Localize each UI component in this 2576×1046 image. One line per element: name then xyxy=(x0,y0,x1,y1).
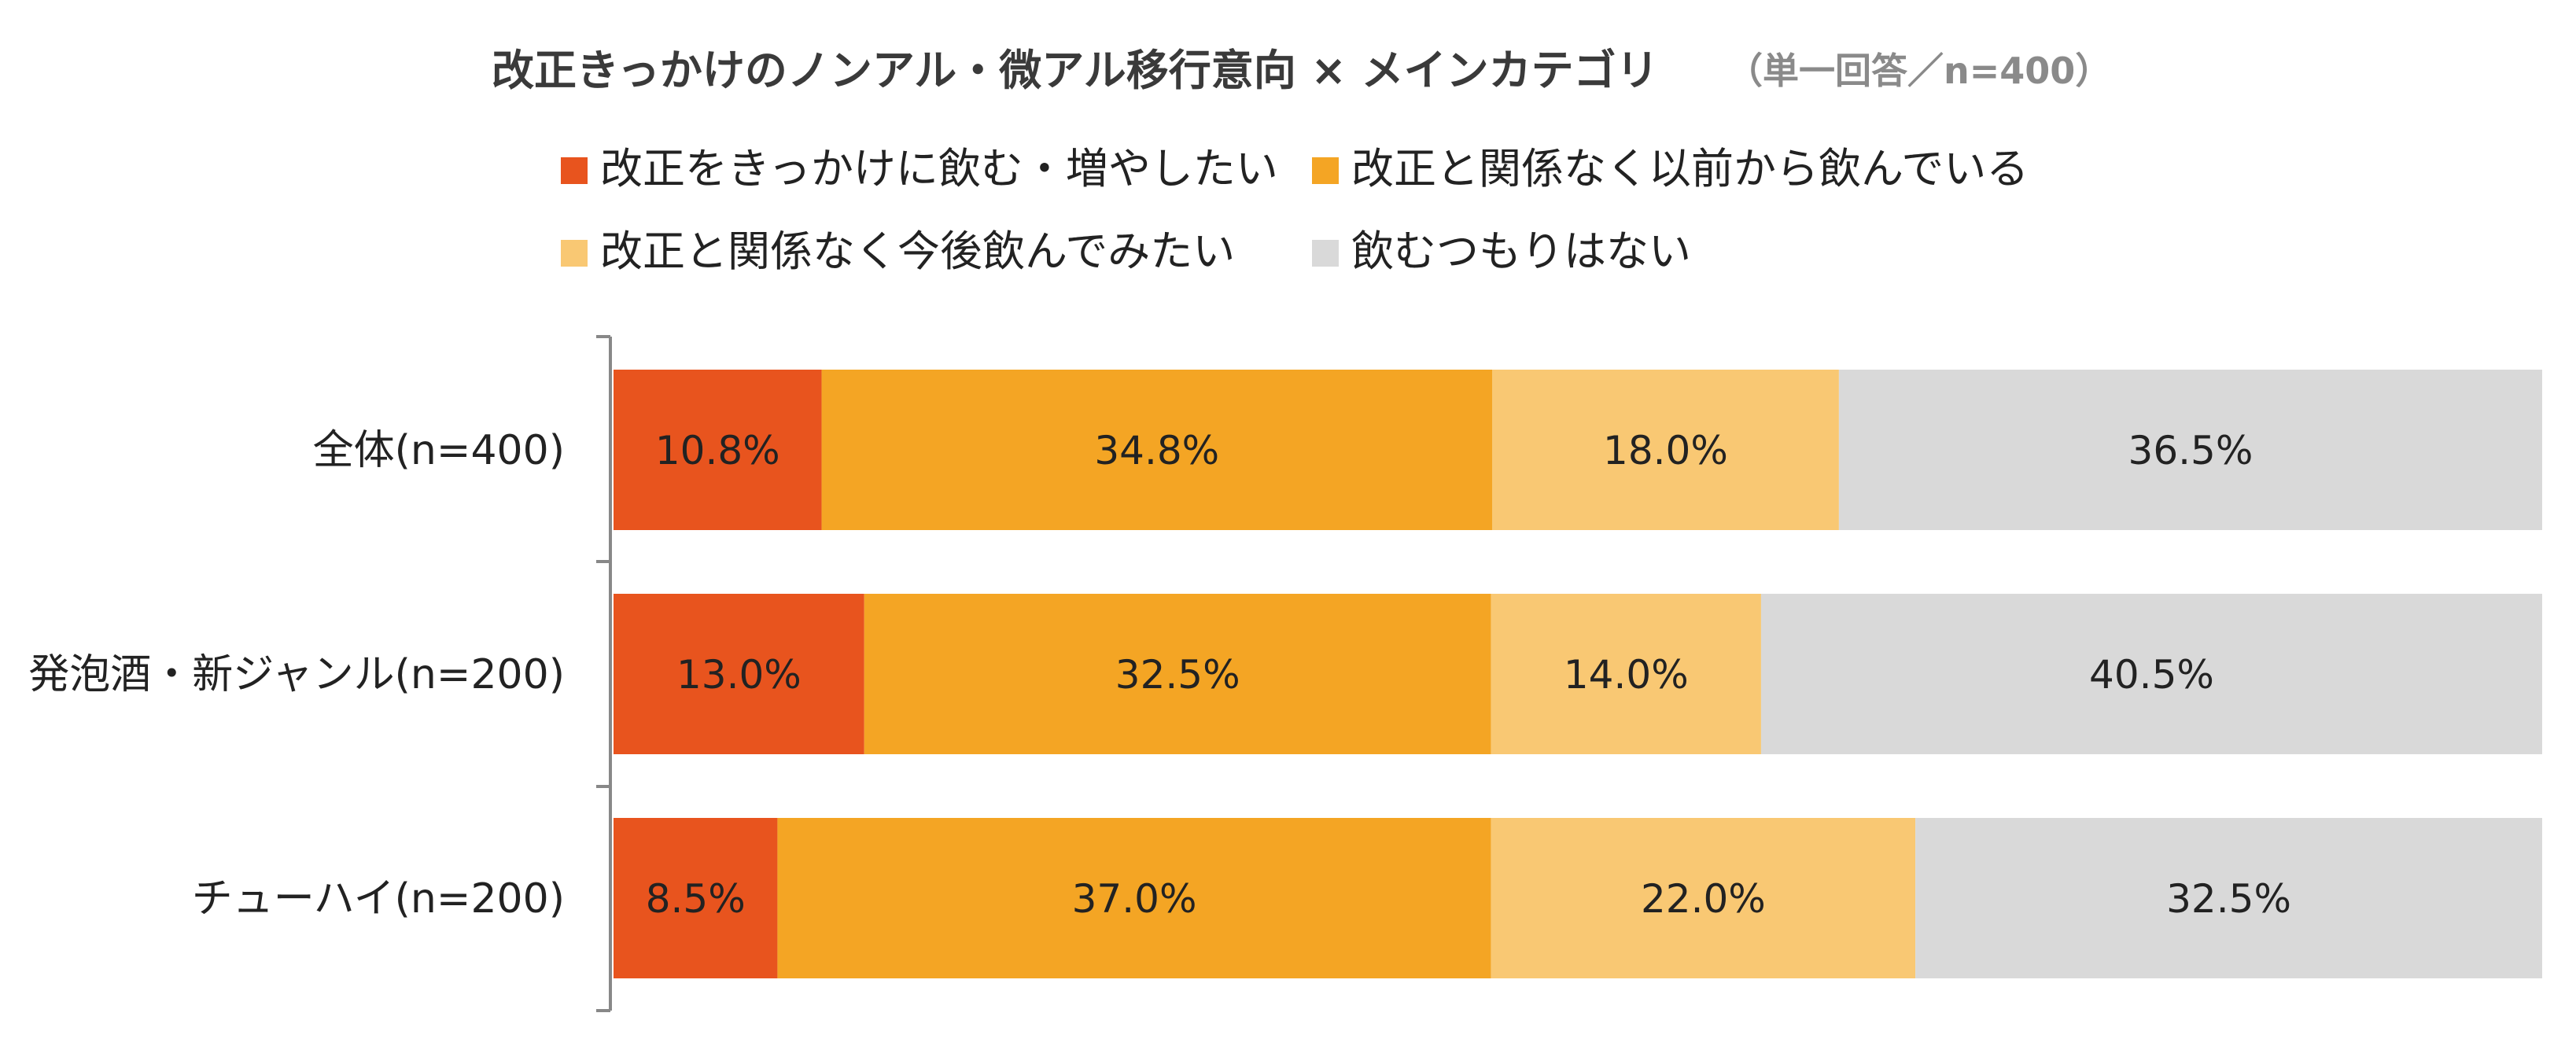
chart-title: 改正きっかけのノンアル・微アル移行意向 × メインカテゴリ xyxy=(492,46,1659,95)
legend-swatch xyxy=(561,157,588,184)
data-label: 22.0% xyxy=(1641,876,1766,922)
bar-segment xyxy=(614,818,778,978)
legend-label: 飲むつもりはない xyxy=(1351,227,1691,276)
legend-label: 改正をきっかけに飲む・増やしたい xyxy=(600,144,1278,193)
bar-segment xyxy=(1491,818,1916,978)
data-label: 13.0% xyxy=(676,652,802,698)
chart-subtitle: （単一回答／n=400） xyxy=(1727,50,2111,92)
category-label: チューハイ(n=200) xyxy=(192,875,565,923)
data-label: 37.0% xyxy=(1072,876,1197,922)
legend-label: 改正と関係なく今後飲んでみたい xyxy=(600,227,1235,276)
legend-swatch xyxy=(1312,157,1339,184)
bar-segment xyxy=(1491,370,1839,530)
data-label: 32.5% xyxy=(1115,652,1240,698)
legend-label: 改正と関係なく以前から飲んでいる xyxy=(1351,144,2029,193)
chart-legend: 改正をきっかけに飲む・増やしたい 改正と関係なく以前から飲んでいる改正と関係なく今… xyxy=(561,144,2029,276)
bar-segment xyxy=(864,594,1491,754)
category-label: 発泡酒・新ジャンル(n=200) xyxy=(28,651,565,698)
bar-segment xyxy=(1838,370,2542,530)
bar-segment xyxy=(1760,594,2542,754)
data-label: 14.0% xyxy=(1564,652,1689,698)
data-label: 36.5% xyxy=(2128,428,2254,473)
bar-segment xyxy=(1915,818,2542,978)
data-label: 32.5% xyxy=(2166,876,2291,922)
data-label: 8.5% xyxy=(646,876,746,922)
bar-segment xyxy=(821,370,1492,530)
category-label: 全体(n=400) xyxy=(313,427,565,474)
bar-segment xyxy=(614,594,864,754)
bar-segment xyxy=(1491,594,1761,754)
data-label: 18.0% xyxy=(1603,428,1728,473)
category-axis: 全体(n=400) 発泡酒・新ジャンル(n=200) チューハイ(n=200) xyxy=(28,335,612,1012)
legend-swatch xyxy=(561,240,588,267)
data-label: 34.8% xyxy=(1094,428,1219,473)
legend-swatch xyxy=(1312,240,1339,267)
chart-title-group: 改正きっかけのノンアル・微アル移行意向 × メインカテゴリ （単一回答／n=40… xyxy=(492,46,2111,95)
bar-segment xyxy=(777,818,1491,978)
bar-segment xyxy=(614,370,822,530)
data-label: 40.5% xyxy=(2089,652,2214,698)
data-label: 10.8% xyxy=(655,428,780,473)
bars-area: 10.8% 34.8% 18.0% 36.5% 13.0% 32.5% 14.0% 40.5%… xyxy=(614,370,2542,978)
